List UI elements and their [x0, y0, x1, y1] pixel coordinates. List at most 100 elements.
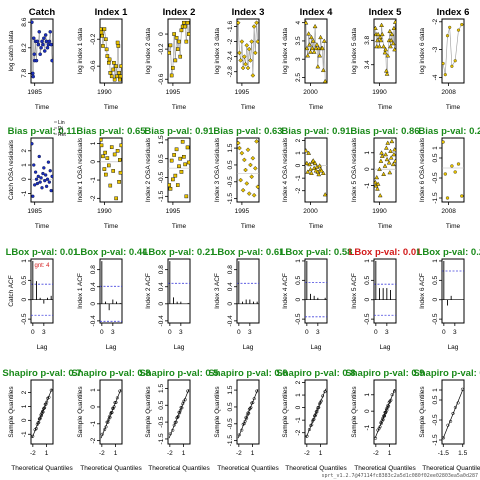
data-point	[175, 47, 180, 51]
x-tick-label: 0	[305, 329, 309, 336]
panel-marks	[374, 19, 396, 76]
y-axis-label: Index 2 OSA residuals	[145, 137, 152, 202]
y-tick-label: -1	[295, 417, 302, 423]
data-point	[445, 34, 450, 38]
plot-frame	[236, 258, 260, 324]
x-tick-label: 2000	[303, 208, 318, 215]
qq-point	[453, 405, 457, 409]
y-tick-label: 1	[364, 151, 371, 155]
qq-point	[251, 401, 255, 405]
qq-point	[114, 400, 118, 405]
data-point	[108, 71, 113, 75]
x-tick-label: 3	[248, 329, 252, 336]
x-axis-label: Time	[378, 223, 393, 230]
data-point	[246, 46, 252, 52]
qq-point	[243, 419, 247, 423]
residual-point	[387, 170, 393, 175]
residual-point	[384, 156, 390, 162]
y-tick-label: 0.8	[227, 265, 234, 274]
residual-point	[47, 180, 51, 184]
y-tick-label: 0	[364, 298, 371, 302]
legend-label: Ret	[58, 132, 66, 138]
plot-frame	[99, 379, 123, 445]
residual-point	[38, 180, 42, 184]
data-point	[391, 25, 396, 30]
panel-title: Shapiro p-val: 0.8	[413, 368, 480, 379]
y-tick-label: 1.5	[158, 135, 165, 144]
qq-point	[111, 406, 115, 410]
x-tick-label: 3	[385, 329, 389, 336]
panel-title: LBox p-val: 0.44	[75, 247, 149, 258]
panel-title: Index 4	[300, 7, 333, 18]
data-point	[389, 31, 395, 37]
residual-point	[310, 158, 316, 163]
qq-point	[390, 393, 394, 397]
panel-title: Shapiro p-val: 0.8	[71, 368, 150, 379]
x-tick-label: 0	[442, 329, 446, 336]
qq-point	[107, 417, 111, 422]
data-point	[248, 58, 253, 63]
y-axis-label: Sample Quantiles	[8, 386, 15, 438]
data-point	[174, 36, 179, 40]
x-tick-label: 0	[237, 329, 241, 336]
residual-point	[374, 174, 380, 180]
residual-point	[382, 163, 388, 168]
x-tick-label: -2	[30, 450, 36, 457]
data-point	[390, 40, 396, 46]
residual-point	[184, 194, 189, 199]
y-tick-label: -2.4	[227, 51, 234, 63]
plot-frame	[167, 379, 191, 445]
panel-title: Index 3	[232, 7, 265, 18]
panel-marks	[237, 389, 259, 439]
data-point	[249, 39, 254, 44]
residual-point	[33, 183, 37, 187]
residual-point	[182, 155, 186, 159]
y-axis-label: Index 6 OSA residuals	[419, 137, 426, 202]
y-tick-label: -0.5	[158, 416, 165, 428]
x-tick-label: -2	[99, 450, 105, 457]
residual-point	[251, 192, 257, 198]
residual-point	[375, 186, 380, 191]
panel-marks	[305, 20, 327, 83]
plot-frame	[30, 258, 54, 324]
legend-label: Di	[58, 126, 63, 132]
y-axis-label: Index 3 OSA residuals	[214, 137, 221, 202]
data-point	[106, 60, 111, 65]
y-tick-label: 1	[21, 404, 28, 408]
panel-marks	[168, 20, 190, 78]
x-axis-label: Theoretical Quantiles	[285, 465, 347, 472]
y-tick-label: 1	[432, 259, 439, 263]
residual-point	[239, 150, 245, 156]
footer-version-text: sprt_v1.2.7@47114fc8383c2a5d1c080f02ee02…	[321, 473, 478, 479]
qq-point	[47, 395, 51, 399]
y-tick-label: 7.8	[21, 69, 28, 78]
residual-point	[45, 177, 50, 181]
qq-point	[104, 425, 108, 429]
data-point	[237, 50, 242, 56]
qq-point	[113, 401, 117, 405]
data-point	[255, 39, 259, 44]
y-tick-label: 0.5	[227, 160, 234, 169]
data-point	[442, 61, 445, 66]
y-tick-label: 0	[158, 32, 165, 36]
qq-point	[39, 413, 43, 417]
qq-point	[49, 388, 53, 392]
residual-point	[35, 181, 40, 186]
y-tick-label: 1	[90, 388, 97, 392]
panel-marks	[442, 140, 464, 200]
data-point	[169, 73, 174, 78]
residual-point	[37, 154, 41, 159]
data-point	[305, 53, 311, 58]
panel-marks	[100, 261, 122, 322]
panel-marks	[100, 389, 122, 439]
panel-marks	[31, 260, 53, 316]
qq-point	[321, 394, 325, 398]
y-tick-label: 0	[90, 160, 97, 164]
panel-marks	[305, 388, 327, 438]
data-point	[31, 20, 34, 24]
y-tick-label: 1	[432, 388, 439, 392]
qq-point	[382, 414, 387, 418]
panel-marks	[237, 261, 259, 305]
x-tick-label: -2	[236, 450, 242, 457]
qq-point	[460, 387, 464, 391]
